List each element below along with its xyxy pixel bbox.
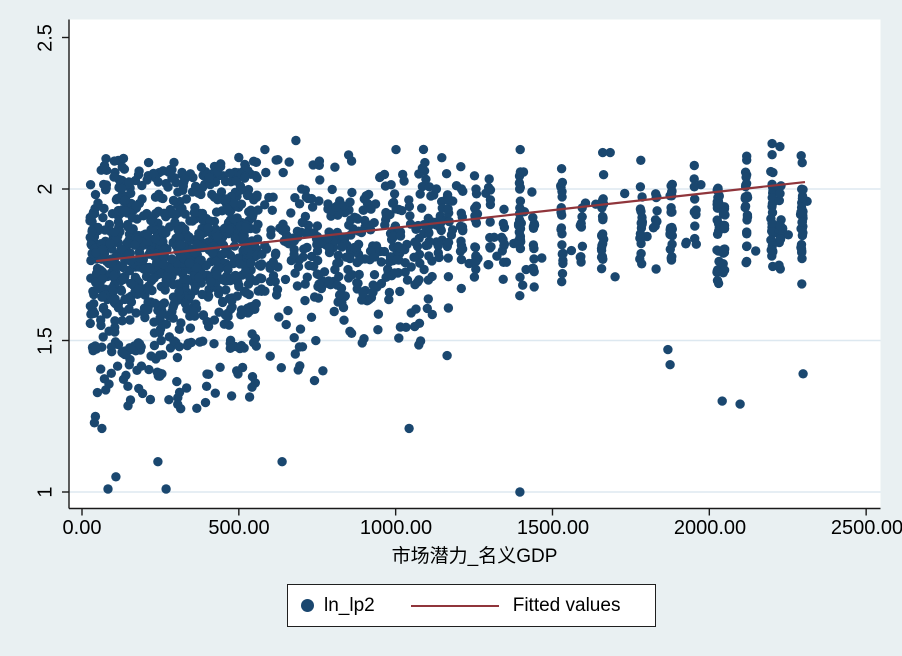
- x-axis-title: 市场潜力_名义GDP: [391, 546, 558, 567]
- y-tick-label-2: 2: [34, 183, 57, 195]
- legend-label-ln-lp2: ln_lp2: [324, 594, 375, 616]
- y-tick-label-1-5: 1.5: [34, 326, 57, 355]
- legend-label-fitted-values: Fitted values: [512, 594, 621, 616]
- x-tick-label-2500: 2500.00: [830, 517, 902, 539]
- x-tick-label-500: 500.00: [208, 517, 270, 539]
- x-tick-label-0: 0.00: [62, 517, 102, 539]
- x-tick-label-1500: 1500.00: [516, 517, 590, 539]
- legend-marker-icon: [301, 599, 314, 612]
- legend-line-icon: [410, 604, 499, 607]
- legend: ln_lp2 Fitted values: [287, 584, 656, 627]
- x-tick-label-2000: 2000.00: [673, 517, 747, 539]
- y-tick-label-1: 1: [34, 486, 57, 498]
- x-tick-label-1000: 1000.00: [359, 517, 433, 539]
- y-tick-label-2-5: 2.5: [34, 23, 57, 52]
